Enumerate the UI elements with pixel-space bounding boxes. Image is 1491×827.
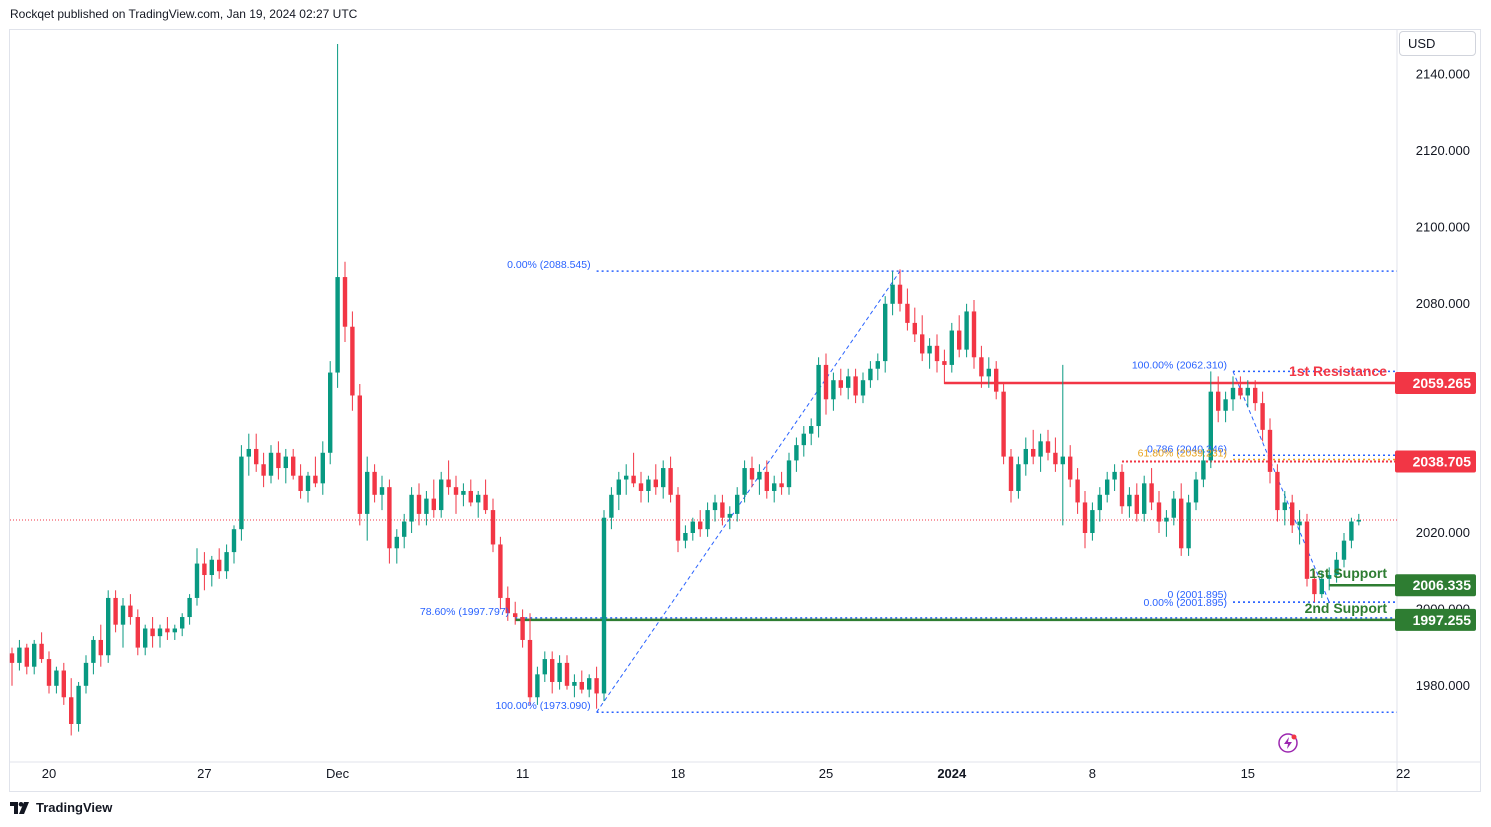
tradingview-logo-icon [10,801,29,814]
tradingview-brand-text: TradingView [36,800,113,815]
chart-frame [9,29,1481,792]
currency-button[interactable]: USD [1399,31,1476,56]
publisher-line: Rockqet published on TradingView.com, Ja… [10,7,358,21]
tradingview-brand[interactable]: TradingView [10,800,112,815]
